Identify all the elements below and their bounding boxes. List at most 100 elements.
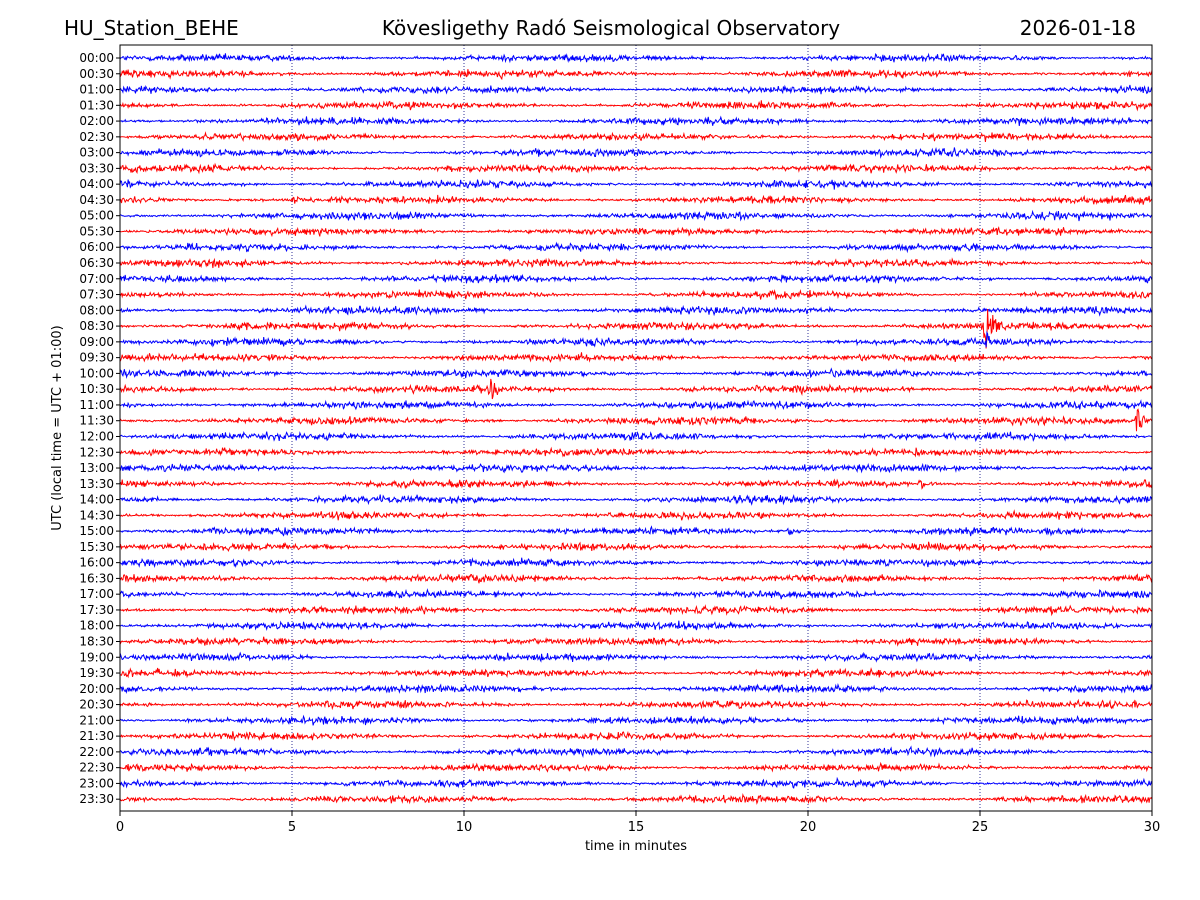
trace-02:30 bbox=[119, 131, 1153, 143]
trace-07:00 bbox=[119, 273, 1153, 285]
trace-15:30 bbox=[119, 541, 1153, 553]
trace-08:00 bbox=[119, 304, 1153, 317]
y-tick-label-22:00: 22:00 bbox=[79, 745, 114, 759]
trace-15:00 bbox=[119, 525, 1153, 537]
trace-11:30 bbox=[119, 408, 1153, 432]
y-tick-label-15:30: 15:30 bbox=[79, 540, 114, 554]
station-name: HU_Station_BEHE bbox=[64, 16, 239, 40]
trace-23:30 bbox=[119, 792, 1153, 805]
y-tick-label-03:30: 03:30 bbox=[79, 161, 114, 175]
y-tick-label-06:00: 06:00 bbox=[79, 240, 114, 254]
trace-17:30 bbox=[119, 604, 1153, 617]
y-tick-label-15:00: 15:00 bbox=[79, 524, 114, 538]
y-tick-label-17:00: 17:00 bbox=[79, 587, 114, 601]
y-tick-label-11:30: 11:30 bbox=[79, 414, 114, 428]
y-tick-label-02:00: 02:00 bbox=[79, 114, 114, 128]
plot-frame bbox=[119, 44, 1153, 812]
y-tick-label-08:00: 08:00 bbox=[79, 303, 114, 317]
y-tick-label-05:30: 05:30 bbox=[79, 224, 114, 238]
grid-lines bbox=[291, 45, 981, 811]
x-tick-label-30: 30 bbox=[1144, 820, 1161, 835]
trace-08:30 bbox=[119, 308, 1153, 349]
y-tick-label-16:30: 16:30 bbox=[79, 571, 114, 585]
y-tick-label-16:00: 16:00 bbox=[79, 556, 114, 570]
y-tick-label-13:30: 13:30 bbox=[79, 477, 114, 491]
trace-01:30 bbox=[119, 100, 1153, 112]
y-tick-label-00:30: 00:30 bbox=[79, 67, 114, 81]
y-tick-label-07:00: 07:00 bbox=[79, 272, 114, 286]
trace-10:30 bbox=[119, 378, 1153, 400]
trace-16:00 bbox=[119, 557, 1153, 569]
y-tick-label-20:00: 20:00 bbox=[79, 682, 114, 696]
y-tick-label-12:30: 12:30 bbox=[79, 445, 114, 459]
trace-07:30 bbox=[119, 288, 1153, 300]
trace-04:00 bbox=[119, 179, 1153, 190]
y-tick-label-21:30: 21:30 bbox=[79, 729, 114, 743]
y-tick-label-13:00: 13:00 bbox=[79, 461, 114, 475]
y-tick-label-17:30: 17:30 bbox=[79, 603, 114, 617]
y-tick-label-21:00: 21:00 bbox=[79, 713, 114, 727]
x-axis-ticks: 0 5 10 15 20 25 30 bbox=[116, 811, 1160, 835]
y-tick-label-10:30: 10:30 bbox=[79, 382, 114, 396]
trace-19:00 bbox=[119, 651, 1153, 663]
y-tick-label-09:00: 09:00 bbox=[79, 335, 114, 349]
y-tick-label-01:30: 01:30 bbox=[79, 98, 114, 112]
y-tick-label-01:00: 01:00 bbox=[79, 83, 114, 97]
trace-09:30 bbox=[119, 352, 1153, 363]
trace-09:00 bbox=[119, 330, 1153, 348]
trace-22:30 bbox=[119, 761, 1153, 773]
y-tick-label-02:30: 02:30 bbox=[79, 130, 114, 144]
trace-12:00 bbox=[119, 431, 1153, 442]
trace-22:00 bbox=[119, 745, 1153, 759]
trace-12:30 bbox=[119, 446, 1153, 458]
trace-17:00 bbox=[119, 588, 1153, 600]
trace-20:30 bbox=[119, 698, 1153, 711]
y-tick-label-04:30: 04:30 bbox=[79, 193, 114, 207]
trace-11:00 bbox=[119, 399, 1153, 411]
trace-13:30 bbox=[119, 478, 1153, 490]
trace-10:00 bbox=[119, 367, 1153, 379]
trace-03:30 bbox=[119, 162, 1153, 175]
trace-23:00 bbox=[119, 776, 1153, 789]
trace-14:00 bbox=[119, 493, 1153, 506]
y-tick-label-22:30: 22:30 bbox=[79, 761, 114, 775]
y-tick-label-18:00: 18:00 bbox=[79, 619, 114, 633]
trace-14:30 bbox=[119, 509, 1153, 521]
seismogram-traces bbox=[119, 52, 1153, 805]
x-tick-label-20: 20 bbox=[800, 820, 817, 835]
trace-00:30 bbox=[119, 68, 1153, 81]
chart-date: 2026-01-18 bbox=[1020, 16, 1136, 40]
x-tick-label-0: 0 bbox=[116, 820, 124, 835]
trace-18:30 bbox=[119, 636, 1153, 647]
y-tick-label-10:00: 10:00 bbox=[79, 366, 114, 380]
trace-18:00 bbox=[119, 620, 1153, 632]
trace-04:30 bbox=[119, 194, 1153, 206]
y-tick-label-03:00: 03:00 bbox=[79, 146, 114, 160]
y-tick-label-20:30: 20:30 bbox=[79, 698, 114, 712]
y-tick-label-06:30: 06:30 bbox=[79, 256, 114, 270]
trace-06:00 bbox=[119, 241, 1153, 254]
y-tick-label-19:00: 19:00 bbox=[79, 650, 114, 664]
x-tick-label-15: 15 bbox=[628, 820, 645, 835]
observatory-title: Kövesligethy Radó Seismological Observat… bbox=[382, 16, 840, 40]
trace-05:00 bbox=[120, 209, 1153, 222]
trace-06:30 bbox=[119, 257, 1153, 269]
y-tick-label-12:00: 12:00 bbox=[79, 429, 114, 443]
y-tick-label-14:30: 14:30 bbox=[79, 508, 114, 522]
y-tick-label-11:00: 11:00 bbox=[79, 398, 114, 412]
x-axis-label: time in minutes bbox=[585, 839, 687, 854]
y-axis-label: UTC (local time = UTC + 01:00) bbox=[50, 325, 65, 530]
trace-21:30 bbox=[119, 730, 1153, 742]
y-tick-label-05:00: 05:00 bbox=[79, 209, 114, 223]
trace-05:30 bbox=[119, 226, 1153, 238]
y-tick-label-14:00: 14:00 bbox=[79, 493, 114, 507]
trace-21:00 bbox=[119, 714, 1153, 726]
y-tick-label-04:00: 04:00 bbox=[79, 177, 114, 191]
y-tick-label-23:00: 23:00 bbox=[79, 776, 114, 790]
trace-20:00 bbox=[119, 682, 1153, 694]
trace-02:00 bbox=[119, 115, 1153, 127]
x-tick-label-10: 10 bbox=[456, 820, 473, 835]
trace-03:00 bbox=[119, 147, 1153, 159]
